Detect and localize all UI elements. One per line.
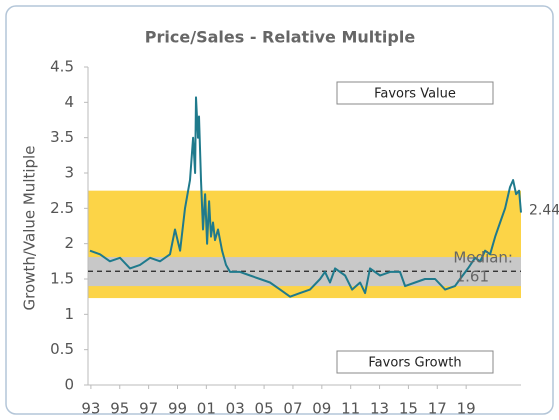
y-tick-label: 2.5: [50, 199, 74, 217]
y-tick-label: 3.5: [50, 128, 74, 146]
y-tick-label: 1: [64, 305, 74, 323]
last-value-label: 2.44: [529, 203, 559, 219]
median-label: Median:: [453, 249, 513, 267]
x-tick-label: 99: [168, 400, 187, 418]
x-tick-label: 13: [370, 400, 389, 418]
annotation-box: [336, 81, 494, 105]
y-tick-label: 3: [64, 164, 74, 182]
y-tick-label: 4: [64, 93, 74, 111]
x-tick-label: 15: [399, 400, 418, 418]
x-tick-label: 17: [428, 400, 447, 418]
x-tick-label: 95: [110, 400, 129, 418]
y-tick-label: 2: [64, 234, 74, 252]
y-tick-label: 0.5: [50, 340, 74, 358]
x-tick-label: 03: [226, 400, 245, 418]
annotation-box: [336, 350, 494, 374]
x-tick-label: 05: [255, 400, 274, 418]
x-tick-label: 01: [197, 400, 216, 418]
x-tick-label: 93: [81, 400, 100, 418]
x-tick-label: 09: [312, 400, 331, 418]
y-tick-label: 0: [64, 376, 74, 394]
x-tick-label: 11: [341, 400, 360, 418]
annotation: Favors Growth: [368, 356, 461, 371]
x-tick-label: 07: [283, 400, 302, 418]
chart-title: Price/Sales - Relative Multiple: [145, 28, 416, 47]
x-tick-label: 97: [139, 400, 158, 418]
median-value: 1.61: [456, 268, 489, 286]
y-tick-label: 1.5: [50, 270, 74, 288]
y-axis-title: Growth/Value Multiple: [21, 146, 39, 311]
x-tick-label: 19: [457, 400, 476, 418]
y-tick-label: 4.5: [50, 58, 74, 76]
series-line: [89, 96, 522, 298]
annotation: Favors Value: [374, 87, 456, 102]
